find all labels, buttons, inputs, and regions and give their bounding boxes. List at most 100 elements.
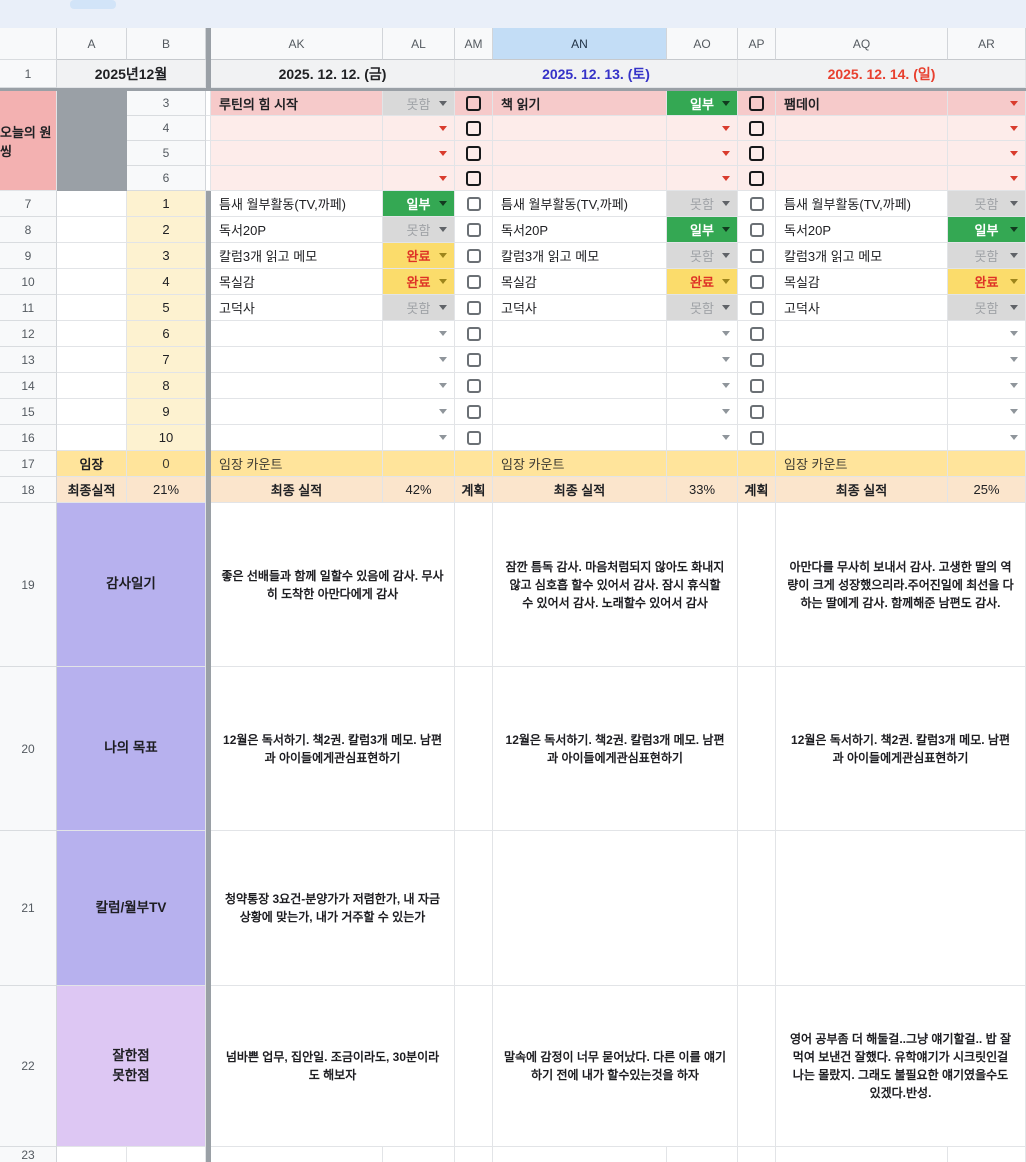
status-dropdown[interactable]	[948, 373, 1026, 399]
cell-empty[interactable]	[455, 1147, 493, 1162]
cell-empty[interactable]	[738, 451, 776, 477]
checkbox[interactable]	[749, 326, 764, 341]
status-dropdown[interactable]	[383, 166, 455, 191]
task-name[interactable]: 칼럼3개 읽고 메모	[776, 243, 948, 269]
result-side-label[interactable]: 최종실적	[57, 477, 127, 503]
checkbox[interactable]	[749, 404, 764, 419]
cell-empty[interactable]	[738, 503, 776, 667]
checkbox[interactable]	[749, 145, 764, 161]
cell-date-saturday[interactable]: 2025. 12. 13. (토)	[455, 60, 738, 88]
checkbox[interactable]	[749, 95, 764, 111]
checkbox[interactable]	[749, 300, 764, 315]
row-header[interactable]: 6	[127, 166, 206, 191]
cell-empty[interactable]	[206, 141, 211, 166]
checkbox[interactable]	[466, 430, 481, 445]
plan-label[interactable]: 계획	[738, 477, 776, 503]
status-dropdown[interactable]: 못함	[667, 191, 738, 217]
note-label[interactable]: 나의 목표	[57, 667, 206, 831]
status-dropdown[interactable]	[948, 91, 1026, 116]
task-name[interactable]: 고덕사	[211, 295, 383, 321]
task-name[interactable]: 틈새 월부활동(TV,까페)	[211, 191, 383, 217]
cell-empty[interactable]	[455, 831, 493, 986]
checkbox[interactable]	[466, 326, 481, 341]
checkbox[interactable]	[466, 378, 481, 393]
note-text-fri[interactable]: 청약통장 3요건-분양가가 저렴한가, 내 자금 상황에 맞는가, 내가 거주할…	[211, 831, 455, 986]
row-header[interactable]: 21	[0, 831, 57, 986]
status-dropdown[interactable]: 완료	[383, 269, 455, 295]
cell-empty[interactable]	[738, 1147, 776, 1162]
result-value-fri[interactable]: 42%	[383, 477, 455, 503]
cell-empty[interactable]	[776, 116, 948, 141]
note-text-fri[interactable]: 12월은 독서하기. 책2권. 칼럼3개 메모. 남편과 아이들에게관심표현하기	[211, 667, 455, 831]
status-dropdown[interactable]	[383, 399, 455, 425]
row-header[interactable]: 9	[0, 243, 57, 269]
status-dropdown[interactable]: 일부	[948, 217, 1026, 243]
cell-empty[interactable]	[738, 667, 776, 831]
select-all-corner[interactable]	[0, 28, 57, 60]
cell-empty[interactable]	[57, 373, 127, 399]
note-text-fri[interactable]: 넘바쁜 업무, 집안일. 조금이라도, 30분이라도 해보자	[211, 986, 455, 1147]
status-dropdown[interactable]: 일부	[383, 191, 455, 217]
task-name[interactable]: 독서20P	[493, 217, 667, 243]
visit-count-label[interactable]: 임장 카운트	[493, 451, 667, 477]
row-header[interactable]: 14	[0, 373, 57, 399]
note-text-sat[interactable]: 말속에 감정이 너무 묻어났다. 다른 이를 얘기하기 전에 내가 할수있는것을…	[493, 986, 738, 1147]
row-header[interactable]: 17	[0, 451, 57, 477]
checkbox[interactable]	[466, 196, 481, 211]
status-dropdown[interactable]	[948, 425, 1026, 451]
task-number[interactable]: 2	[127, 217, 206, 243]
task-number[interactable]: 9	[127, 399, 206, 425]
task-name[interactable]: 칼럼3개 읽고 메모	[211, 243, 383, 269]
checkbox[interactable]	[466, 145, 481, 161]
status-dropdown[interactable]	[667, 425, 738, 451]
task-number[interactable]: 7	[127, 347, 206, 373]
task-number[interactable]: 10	[127, 425, 206, 451]
status-dropdown[interactable]: 못함	[667, 295, 738, 321]
status-dropdown[interactable]	[383, 321, 455, 347]
task-name[interactable]	[211, 373, 383, 399]
checkbox[interactable]	[749, 352, 764, 367]
column-header-ao[interactable]: AO	[667, 28, 738, 60]
row-header[interactable]: 3	[127, 91, 206, 116]
status-dropdown[interactable]: 못함	[383, 295, 455, 321]
checkbox[interactable]	[466, 248, 481, 263]
row-header[interactable]: 23	[0, 1147, 57, 1162]
note-text-sun[interactable]	[776, 831, 1026, 986]
task-name[interactable]	[493, 321, 667, 347]
task-name[interactable]	[493, 399, 667, 425]
status-dropdown[interactable]	[383, 373, 455, 399]
status-dropdown[interactable]: 못함	[667, 243, 738, 269]
cell-empty[interactable]	[57, 217, 127, 243]
task-number[interactable]: 3	[127, 243, 206, 269]
cell-empty[interactable]	[206, 116, 211, 141]
task-number[interactable]: 5	[127, 295, 206, 321]
visit-count-label[interactable]: 임장 카운트	[776, 451, 948, 477]
status-dropdown[interactable]: 완료	[667, 269, 738, 295]
status-dropdown[interactable]: 못함	[383, 91, 455, 116]
checkbox[interactable]	[749, 430, 764, 445]
column-header-am[interactable]: AM	[455, 28, 493, 60]
note-label[interactable]: 칼럼/월부TV	[57, 831, 206, 986]
note-label[interactable]: 감사일기	[57, 503, 206, 667]
row-header[interactable]: 20	[0, 667, 57, 831]
row-header[interactable]: 8	[0, 217, 57, 243]
row-header[interactable]: 13	[0, 347, 57, 373]
cell-empty[interactable]	[776, 141, 948, 166]
column-header-aq[interactable]: AQ	[776, 28, 948, 60]
task-name[interactable]: 독서20P	[776, 217, 948, 243]
status-dropdown[interactable]	[383, 425, 455, 451]
cell-empty[interactable]	[57, 295, 127, 321]
status-dropdown[interactable]: 완료	[383, 243, 455, 269]
column-header-ap[interactable]: AP	[738, 28, 776, 60]
task-name[interactable]	[211, 399, 383, 425]
status-dropdown[interactable]	[667, 399, 738, 425]
result-value-sat[interactable]: 33%	[667, 477, 738, 503]
checkbox[interactable]	[749, 170, 764, 186]
cell-empty[interactable]	[948, 451, 1026, 477]
note-text-sun[interactable]: 12월은 독서하기. 책2권. 칼럼3개 메모. 남편과 아이들에게관심표현하기	[776, 667, 1026, 831]
status-dropdown[interactable]	[948, 321, 1026, 347]
column-header-ar[interactable]: AR	[948, 28, 1026, 60]
cell-empty[interactable]	[667, 451, 738, 477]
task-name[interactable]: 틈새 월부활동(TV,까페)	[776, 191, 948, 217]
status-dropdown[interactable]: 일부	[667, 91, 738, 116]
